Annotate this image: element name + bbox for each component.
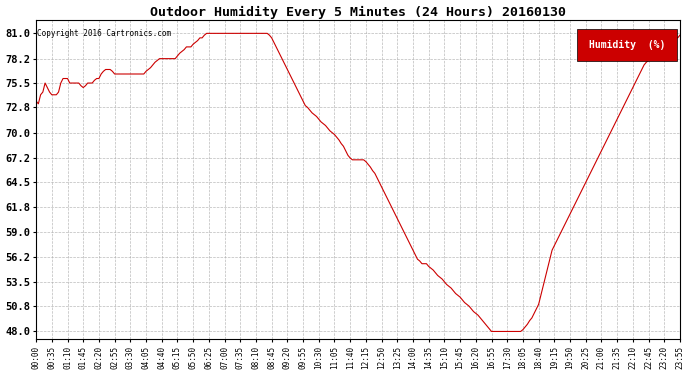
Title: Outdoor Humidity Every 5 Minutes (24 Hours) 20160130: Outdoor Humidity Every 5 Minutes (24 Hou… (150, 6, 566, 19)
FancyBboxPatch shape (577, 29, 677, 61)
Text: Copyright 2016 Cartronics.com: Copyright 2016 Cartronics.com (37, 29, 172, 38)
Text: Humidity  (%): Humidity (%) (589, 40, 665, 50)
